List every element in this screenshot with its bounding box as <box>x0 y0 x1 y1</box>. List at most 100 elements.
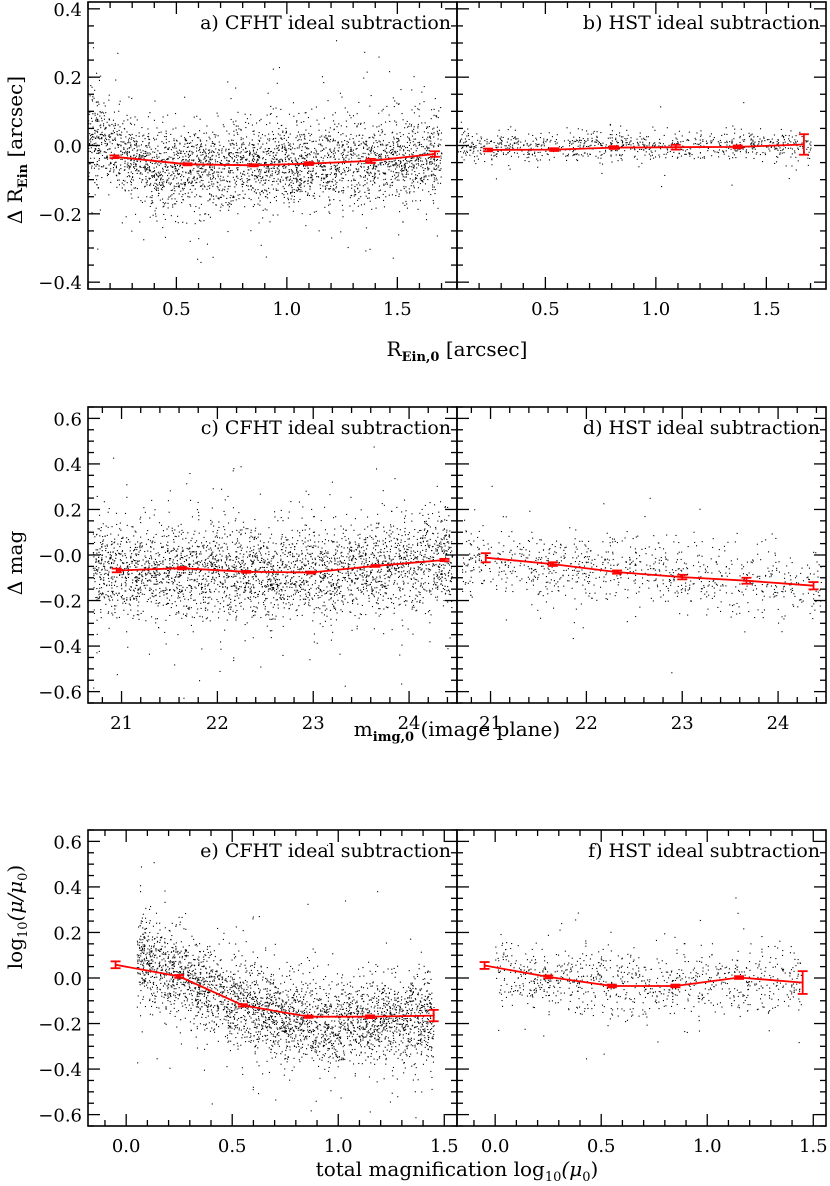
y-tick-label-c-1: −0.4 <box>38 637 82 658</box>
y-tick-label-e-0: −0.6 <box>38 1106 82 1127</box>
x-tick-label-f-2: 1.0 <box>693 1136 722 1157</box>
y-tick-label-e-1: −0.4 <box>38 1060 82 1081</box>
error-bar-c-3 <box>306 570 317 575</box>
error-bar-a-0 <box>109 154 120 160</box>
panel-title-d: d) HST ideal subtraction <box>583 417 820 439</box>
scatter-points-e <box>136 844 435 1119</box>
mean-line-b <box>487 143 804 151</box>
scatter-points-a <box>88 40 443 263</box>
axes-frame-e <box>87 829 458 1127</box>
error-bar-c-0 <box>111 567 122 574</box>
axes-frame-a <box>87 1 458 290</box>
x-tick-label-d-0: 21 <box>479 713 502 734</box>
error-bar-d-4 <box>741 576 752 585</box>
x-tick-label-e-1: 0.5 <box>218 1136 247 1157</box>
panel-c: 21 22 23 24 −0.6 −0.4 −0.2 −0.0 0.2 0.4 0.6 c) CFHT… <box>38 406 458 734</box>
error-bar-e-1 <box>174 974 185 979</box>
x-tick-label-b-2: 1.5 <box>752 299 781 320</box>
y-tick-label-a-3: 0.2 <box>53 68 82 89</box>
error-bar-a-5 <box>429 150 440 158</box>
y-tick-label-c-3: −0.0 <box>38 546 82 567</box>
error-bar-c-4 <box>370 564 381 568</box>
panel-b: 0.5 1.0 1.5 b) HST ideal subtraction <box>456 1 827 320</box>
panel-title-e: e) CFHT ideal subtraction <box>200 840 451 862</box>
error-bar-e-5 <box>428 1008 439 1023</box>
x-tick-label-f-0: 0.0 <box>481 1136 510 1157</box>
x-tick-label-d-1: 22 <box>575 713 598 734</box>
x-tick-label-c-1: 22 <box>206 713 229 734</box>
x-tick-label-e-2: 1.0 <box>324 1136 353 1157</box>
row1-xlabel: REin,0 [arcsec] <box>387 337 528 365</box>
error-bar-c-2 <box>241 570 252 574</box>
mean-line-c <box>116 559 445 574</box>
row2-xlabel: mimg,0 (image plane) <box>354 717 560 745</box>
y-tick-label-e-3: 0.0 <box>53 969 82 990</box>
x-tick-label-a-2: 1.5 <box>383 299 412 320</box>
error-bar-e-4 <box>365 1014 376 1019</box>
error-bar-e-0 <box>110 960 121 970</box>
y-tick-label-a-1: −0.2 <box>38 205 82 226</box>
error-bar-f-5 <box>797 970 808 995</box>
scatter-points-d <box>462 485 822 674</box>
error-bar-f-3 <box>670 983 681 989</box>
x-tick-label-c-2: 23 <box>302 713 325 734</box>
row1-ylabel: Δ REin [arcsec] <box>3 76 31 224</box>
error-bar-a-3 <box>303 161 314 166</box>
y-tick-label-c-5: 0.4 <box>53 455 82 476</box>
panel-f: 0.0 0.5 1.0 1.5 f) HST ideal subtraction <box>456 829 828 1157</box>
axes-frame-c <box>87 406 458 704</box>
row3-ylabel: log10(μ/μ0) <box>3 865 31 969</box>
error-bar-f-1 <box>543 974 554 980</box>
error-bar-d-0 <box>480 552 491 564</box>
error-bar-d-5 <box>808 581 819 591</box>
y-tick-label-a-0: −0.4 <box>38 273 82 294</box>
x-tick-label-d-2: 23 <box>671 713 694 734</box>
x-tick-label-f-3: 1.5 <box>799 1136 828 1157</box>
x-tick-label-c-3: 24 <box>398 713 421 734</box>
error-bar-b-4 <box>732 144 743 150</box>
error-bar-c-1 <box>176 566 187 571</box>
scatter-points-c <box>92 446 454 699</box>
x-tick-label-a-1: 1.0 <box>273 299 302 320</box>
error-bar-d-1 <box>547 561 558 567</box>
mean-line-e <box>115 963 434 1018</box>
y-tick-label-e-4: 0.2 <box>53 923 82 944</box>
panel-d: 21 22 23 24 d) HST ideal subtraction <box>456 406 827 734</box>
y-tick-label-c-6: 0.6 <box>53 409 82 430</box>
y-tick-label-e-5: 0.4 <box>53 878 82 899</box>
error-bar-a-2 <box>248 163 259 168</box>
error-bar-c-5 <box>439 557 450 563</box>
scatter-points-b <box>457 102 812 188</box>
error-bar-d-3 <box>677 573 688 581</box>
y-tick-label-c-0: −0.6 <box>38 683 82 704</box>
row3-xlabel: total magnification log10(μ0) <box>316 1157 599 1185</box>
error-bar-a-4 <box>365 157 376 164</box>
y-tick-label-e-6: 0.6 <box>53 832 82 853</box>
error-bar-b-5 <box>798 133 809 156</box>
error-bar-f-2 <box>606 983 617 989</box>
mean-line-a <box>114 153 435 167</box>
y-tick-label-c-2: −0.2 <box>38 592 82 613</box>
x-tick-label-d-3: 24 <box>767 713 790 734</box>
x-tick-label-c-0: 21 <box>110 713 133 734</box>
x-tick-label-e-0: 0.0 <box>112 1136 141 1157</box>
error-bar-b-3 <box>670 143 681 151</box>
error-bar-f-0 <box>479 961 490 970</box>
panel-title-c: c) CFHT ideal subtraction <box>201 417 451 439</box>
x-tick-label-b-1: 1.0 <box>642 299 671 320</box>
y-tick-label-c-4: 0.2 <box>53 500 82 521</box>
error-bar-b-0 <box>482 147 493 153</box>
panel-title-a: a) CFHT ideal subtraction <box>200 12 451 34</box>
panel-a: 0.5 1.0 1.5 −0.4 −0.2 0.0 0.2 0.4 a) CFHT ideal … <box>38 0 458 320</box>
panel-title-f: f) HST ideal subtraction <box>588 840 820 862</box>
panel-title-b: b) HST ideal subtraction <box>583 12 820 34</box>
error-bar-b-2 <box>608 145 619 150</box>
y-tick-label-a-4: 0.4 <box>53 0 82 21</box>
error-bar-e-3 <box>303 1014 314 1019</box>
panel-e: 0.0 0.5 1.0 1.5 −0.6 −0.4 −0.2 0.0 0.2 0.4 0.6 e) C… <box>38 829 459 1157</box>
error-bar-d-2 <box>612 569 623 575</box>
row2-ylabel: Δ mag <box>3 531 27 596</box>
error-bar-e-2 <box>237 1003 248 1008</box>
mean-line-f <box>484 964 803 987</box>
